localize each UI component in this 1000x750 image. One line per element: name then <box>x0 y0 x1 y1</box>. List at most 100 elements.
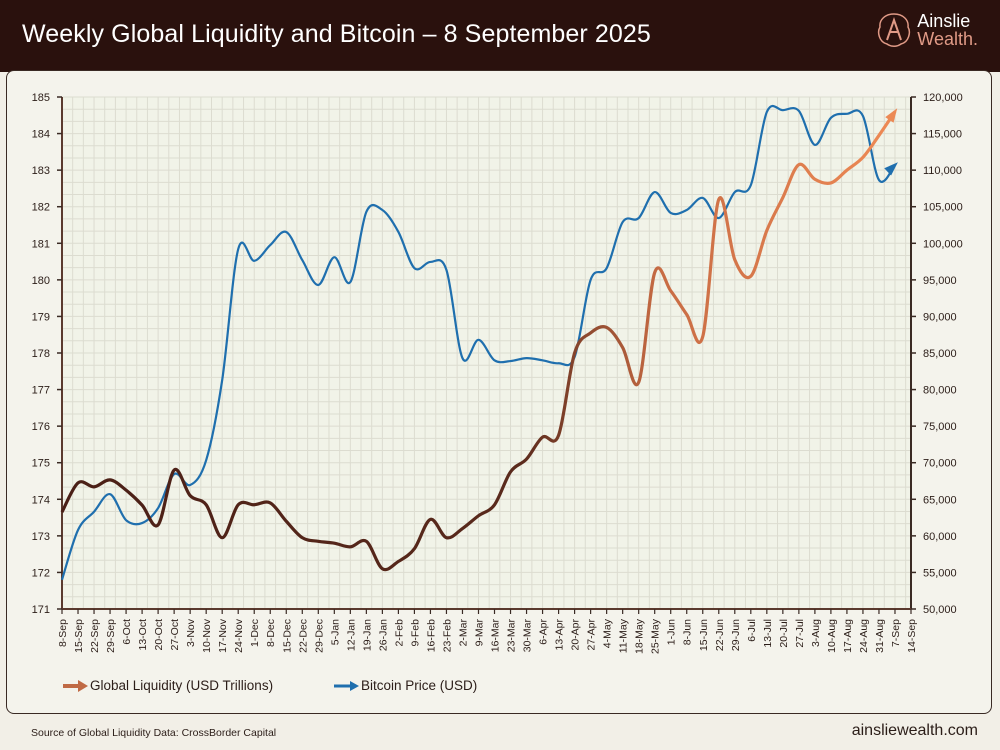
arrow-right-icon <box>63 679 88 692</box>
y-left-tick-label: 175 <box>32 458 50 470</box>
y-left-tick-label: 177 <box>32 385 50 397</box>
chart-title: Weekly Global Liquidity and Bitcoin – 8 … <box>22 20 651 48</box>
x-tick-label: 8-Sep <box>57 619 69 647</box>
x-tick-label: 19-Jan <box>361 619 373 651</box>
y-left-tick-label: 178 <box>32 348 50 360</box>
global-liquidity-line <box>60 110 897 572</box>
y-right-tick-label: 85,000 <box>923 348 957 360</box>
x-tick-label: 29-Sep <box>105 619 117 653</box>
x-tick-label: 1-Dec <box>249 619 261 647</box>
x-tick-label: 1-Jun <box>666 619 678 645</box>
y-left-tick-label: 182 <box>32 202 50 214</box>
x-tick-label: 2-Feb <box>393 619 405 647</box>
y-left-tick-label: 172 <box>32 567 50 579</box>
x-tick-label: 15-Dec <box>281 619 293 653</box>
logo-line1: Ainslie <box>917 11 971 31</box>
y-right-tick-label: 75,000 <box>923 421 957 433</box>
x-tick-label: 10-Nov <box>201 618 213 653</box>
y-right-tick-label: 105,000 <box>923 202 963 214</box>
x-tick-label: 6-Jul <box>746 619 758 642</box>
x-tick-label: 3-Aug <box>810 619 822 647</box>
x-tick-label: 27-Apr <box>586 618 598 650</box>
x-tick-label: 15-Jun <box>698 619 710 651</box>
x-tick-label: 8-Jun <box>682 619 694 645</box>
x-tick-label: 23-Mar <box>506 619 518 653</box>
x-tick-label: 25-May <box>650 618 662 654</box>
x-tick-label: 6-Oct <box>121 619 133 645</box>
x-tick-label: 17-Aug <box>842 619 854 653</box>
y-right-tick-label: 70,000 <box>923 458 957 470</box>
x-tick-label: 26-Jan <box>377 619 389 651</box>
y-left-tick-label: 185 <box>32 92 50 104</box>
x-tick-label: 20-Oct <box>153 619 165 651</box>
y-right-tick-label: 120,000 <box>923 92 963 104</box>
x-tick-label: 11-May <box>618 618 630 653</box>
x-tick-label: 29-Dec <box>313 619 325 653</box>
x-tick-label: 27-Jul <box>794 619 806 648</box>
logo-line2: Wealth. <box>917 29 978 49</box>
legend-label-bitcoin: Bitcoin Price (USD) <box>361 678 478 693</box>
x-tick-label: 22-Jun <box>714 619 726 651</box>
grid <box>61 96 911 610</box>
liquidity-arrowhead <box>885 108 898 123</box>
x-tick-label: 9-Feb <box>409 619 421 647</box>
y-left-tick-label: 174 <box>32 494 50 506</box>
bitcoin-price-line <box>60 104 896 581</box>
y-left-tick-label: 179 <box>32 311 50 323</box>
logo-a-icon <box>878 13 911 47</box>
x-tick-label: 3-Nov <box>185 618 197 647</box>
y-right-tick-label: 80,000 <box>923 385 957 397</box>
x-tick-label: 22-Dec <box>297 619 309 653</box>
x-tick-label: 31-Aug <box>874 619 886 653</box>
x-tick-label: 24-Nov <box>233 618 245 653</box>
x-tick-label: 13-Apr <box>554 618 566 650</box>
y-left-tick-label: 171 <box>32 604 50 616</box>
x-tick-label: 30-Mar <box>522 619 534 653</box>
x-tick-label: 4-May <box>602 618 614 648</box>
x-tick-label: 9-Mar <box>473 618 485 646</box>
x-tick-label: 10-Aug <box>826 619 838 653</box>
y-right-tick-label: 95,000 <box>923 275 957 287</box>
axes: 171 172 173 174 175 176 177 178 179 180 181 182 183 1… <box>32 92 963 654</box>
x-tick-label: 14-Sep <box>906 619 918 653</box>
x-tick-label: 15-Sep <box>73 619 85 653</box>
x-tick-label: 17-Nov <box>217 618 229 653</box>
y-left-tick-label: 173 <box>32 531 50 543</box>
y-right-tick-label: 55,000 <box>923 567 957 579</box>
legend-item-liquidity: Global Liquidity (USD Trillions) <box>62 678 273 693</box>
arrow-right-icon <box>334 680 359 691</box>
x-tick-label: 29-Jun <box>730 619 742 651</box>
x-tick-label: 13-Oct <box>137 619 149 651</box>
legend-label-liquidity: Global Liquidity (USD Trillions) <box>90 678 274 693</box>
x-tick-label: 20-Apr <box>570 618 582 650</box>
y-right-tick-label: 65,000 <box>923 494 957 506</box>
y-right-tick-label: 50,000 <box>923 604 957 616</box>
legend-item-bitcoin: Bitcoin Price (USD) <box>333 678 477 693</box>
y-right-tick-label: 110,000 <box>923 165 962 177</box>
x-tick-label: 22-Sep <box>89 619 101 653</box>
y-left-tick-label: 180 <box>32 275 50 287</box>
x-tick-label: 27-Oct <box>169 619 181 651</box>
y-right-tick-label: 100,000 <box>923 238 963 250</box>
y-left-tick-label: 181 <box>32 238 50 250</box>
y-left-tick-label: 183 <box>32 165 50 177</box>
website-link[interactable]: ainsliewealth.com <box>851 722 978 739</box>
series-lines <box>60 104 898 581</box>
x-tick-label: 2-Mar <box>457 618 469 646</box>
x-tick-label: 12-Jan <box>345 619 357 651</box>
y-left-tick-label: 176 <box>32 421 50 433</box>
y-right-tick-label: 90,000 <box>923 311 957 323</box>
x-tick-label: 6-Apr <box>538 619 550 645</box>
y-right-tick-label: 115,000 <box>923 129 962 141</box>
x-tick-label: 8-Dec <box>265 619 277 647</box>
x-tick-label: 5-Jan <box>329 619 341 645</box>
ainslie-wealth-logo: Ainslie Wealth. <box>877 12 978 48</box>
bitcoin-arrowhead <box>884 162 898 176</box>
x-tick-label: 7-Sep <box>890 619 902 647</box>
x-tick-label: 20-Jul <box>778 619 790 648</box>
x-tick-label: 13-Jul <box>762 619 774 648</box>
source-note: Source of Global Liquidity Data: CrossBo… <box>31 727 277 739</box>
x-tick-label: 16-Feb <box>425 619 437 652</box>
y-right-tick-label: 60,000 <box>923 531 957 543</box>
